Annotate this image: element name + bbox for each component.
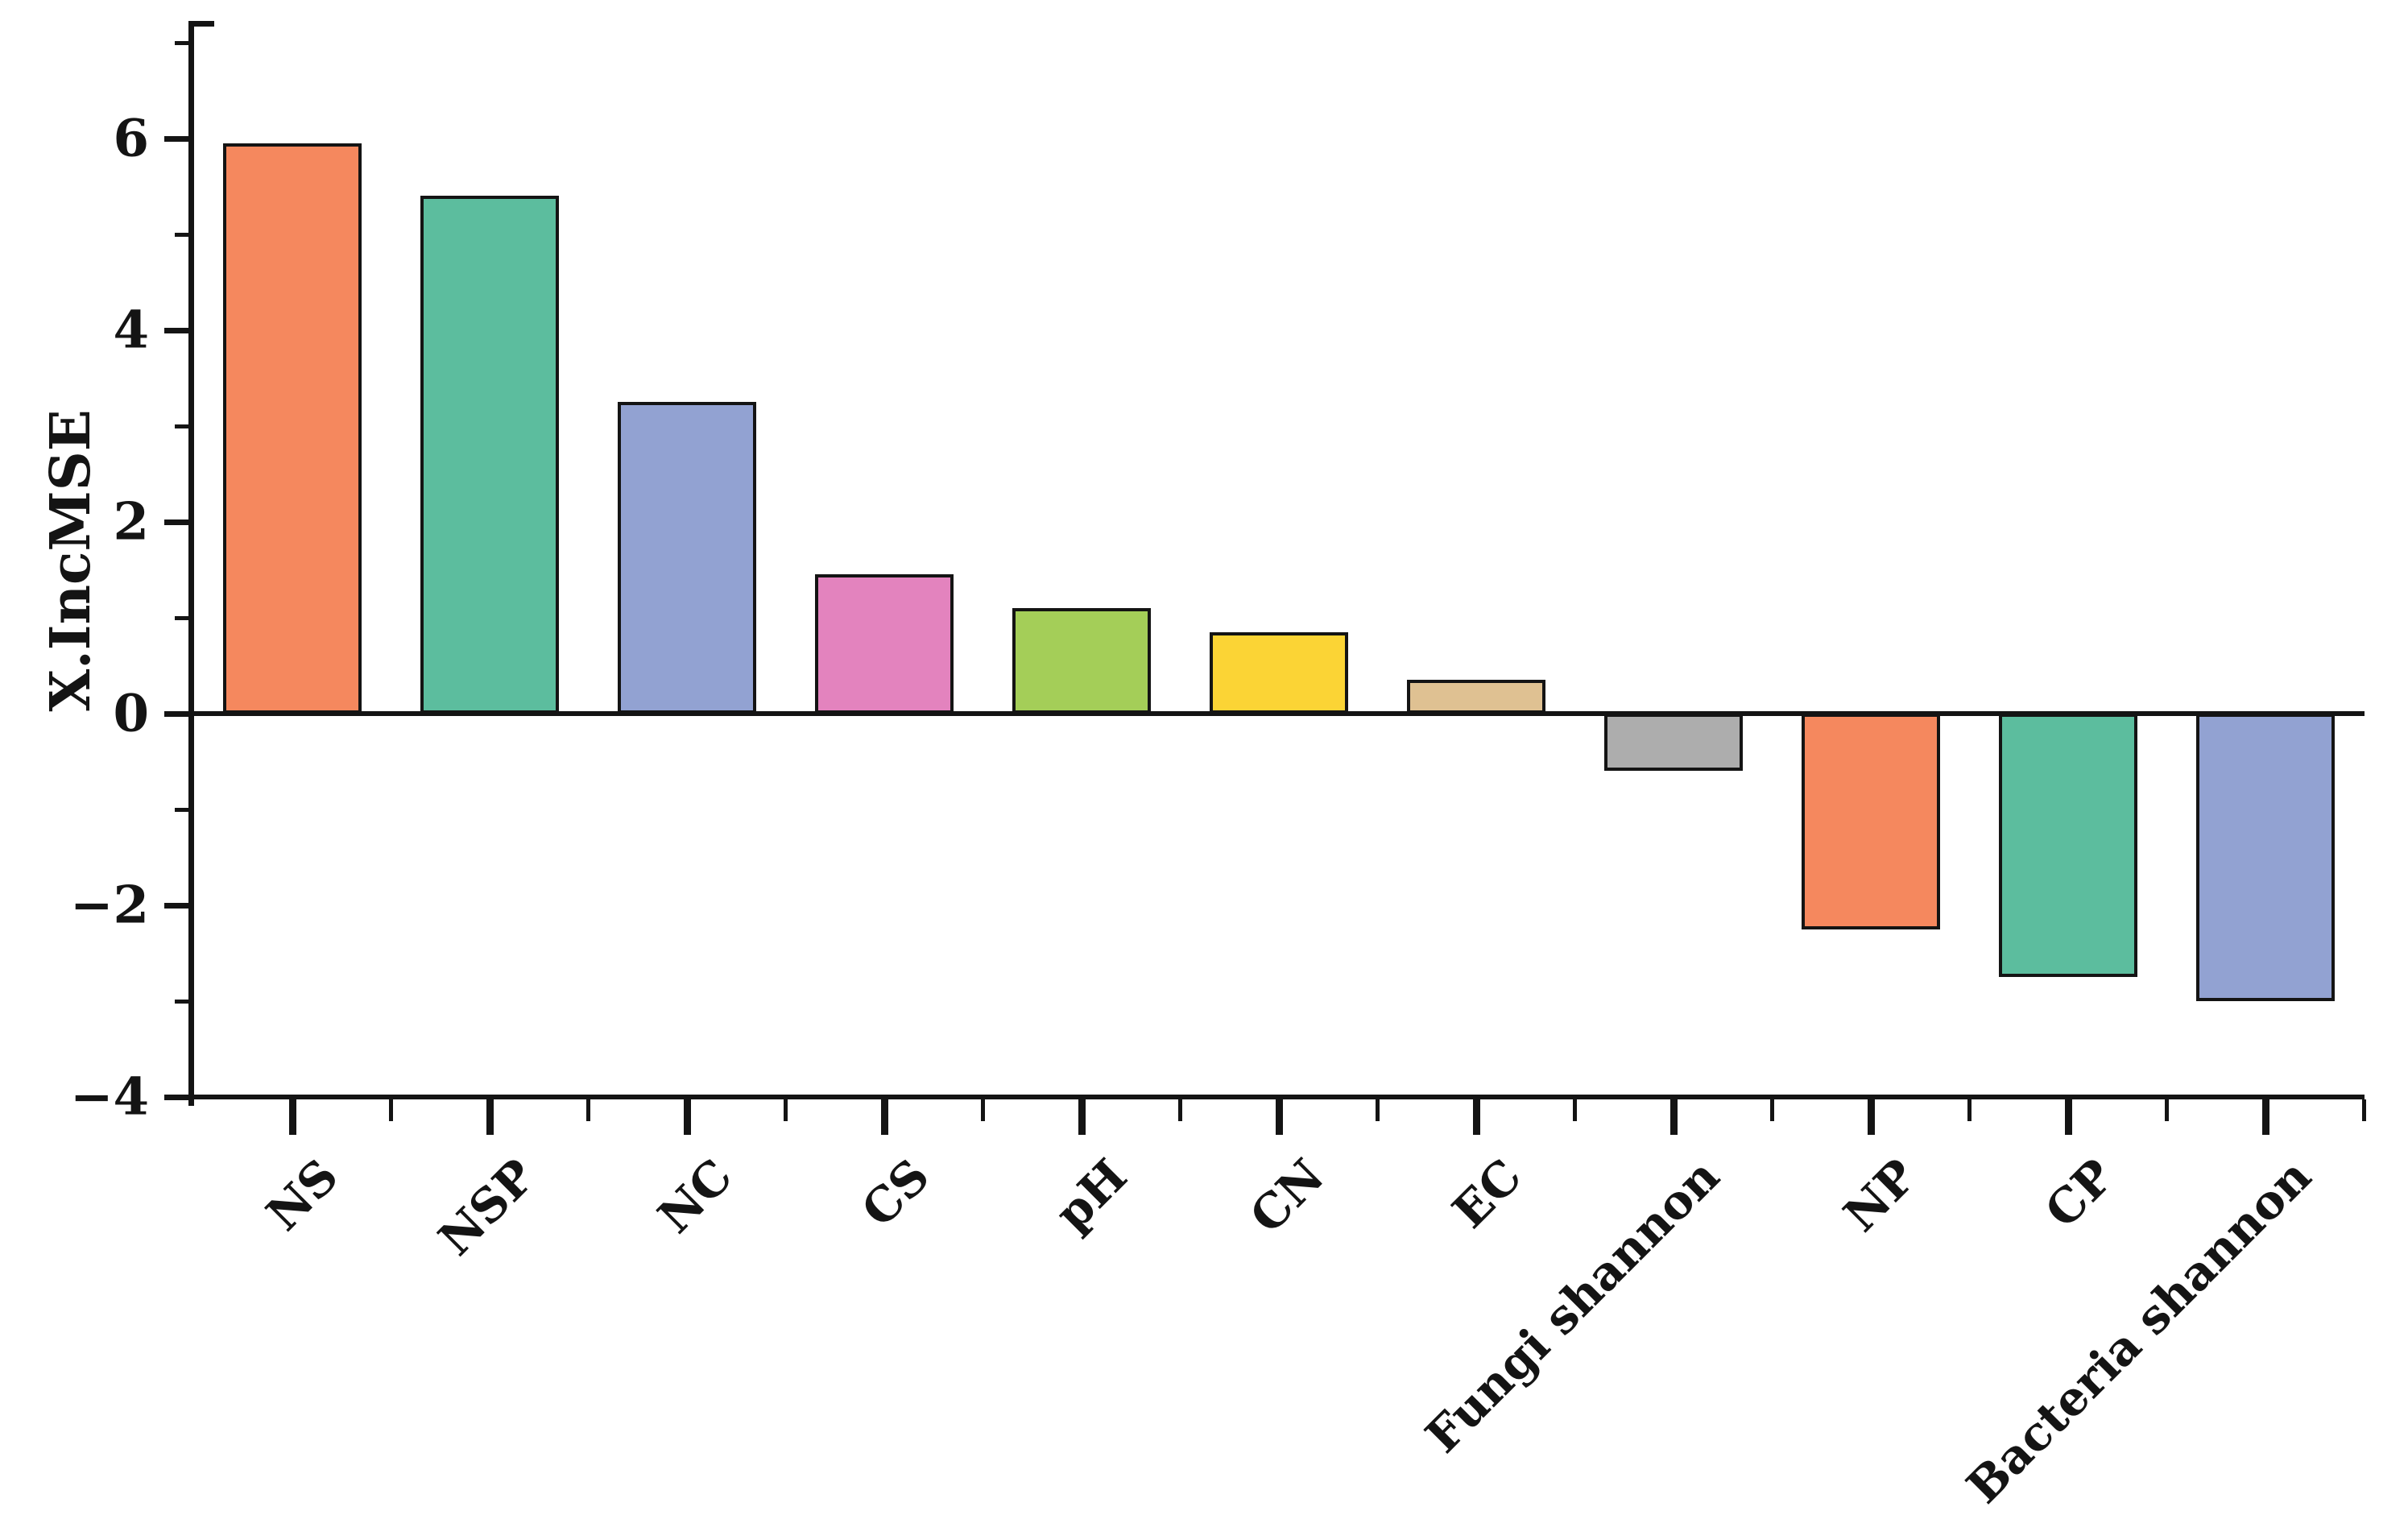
y-tick-label: 6 bbox=[113, 108, 149, 169]
bar-fungi-shannon bbox=[1603, 713, 1743, 772]
x-major-tick bbox=[486, 1099, 494, 1135]
x-tick-label-np: NP bbox=[1833, 1149, 1927, 1243]
x-minor-tick bbox=[2165, 1099, 2169, 1121]
y-axis-line bbox=[188, 21, 194, 1106]
y-tick-label: −2 bbox=[69, 875, 149, 936]
bar-cp bbox=[1998, 713, 2137, 978]
x-major-tick bbox=[1669, 1099, 1678, 1135]
x-minor-tick bbox=[1573, 1099, 1577, 1121]
x-axis-line bbox=[188, 1095, 2365, 1099]
y-major-tick bbox=[164, 327, 188, 333]
y-major-tick bbox=[164, 519, 188, 525]
x-major-tick bbox=[1078, 1099, 1086, 1135]
y-axis-top-cap bbox=[193, 21, 214, 27]
x-minor-tick bbox=[784, 1099, 788, 1121]
y-tick-label: 2 bbox=[113, 491, 149, 553]
x-minor-tick bbox=[1376, 1099, 1380, 1121]
x-minor-tick bbox=[586, 1099, 590, 1121]
x-tick-label-cn: CN bbox=[1239, 1149, 1335, 1244]
y-minor-tick bbox=[175, 232, 188, 237]
y-major-tick bbox=[164, 902, 188, 909]
bar-nsp bbox=[420, 196, 559, 714]
bar-ph bbox=[1012, 608, 1151, 714]
x-major-tick bbox=[2064, 1099, 2072, 1135]
bar-ec bbox=[1406, 680, 1545, 714]
x-major-tick bbox=[880, 1099, 888, 1135]
x-tick-label-ph: pH bbox=[1045, 1149, 1138, 1242]
bar-np bbox=[1801, 713, 1940, 929]
y-axis-title: X.IncMSE bbox=[39, 408, 103, 712]
x-minor-tick bbox=[1178, 1099, 1182, 1121]
x-minor-tick bbox=[389, 1099, 393, 1121]
x-major-tick bbox=[2261, 1099, 2269, 1135]
x-tick-label-cs: CS bbox=[851, 1149, 941, 1238]
x-minor-tick bbox=[981, 1099, 985, 1121]
y-major-tick bbox=[164, 135, 188, 142]
x-major-tick bbox=[683, 1099, 691, 1135]
bar-cs bbox=[814, 574, 954, 714]
x-tick-label-nc: NC bbox=[648, 1149, 743, 1244]
y-minor-tick bbox=[175, 424, 188, 428]
y-major-tick bbox=[164, 1095, 188, 1100]
x-minor-tick bbox=[1770, 1099, 1774, 1121]
y-minor-tick bbox=[175, 615, 188, 620]
y-tick-label: 0 bbox=[113, 683, 149, 744]
y-major-tick bbox=[164, 710, 188, 717]
bar-bacteria-shannon bbox=[2195, 713, 2335, 1001]
x-minor-tick bbox=[2362, 1099, 2366, 1121]
y-minor-tick bbox=[175, 40, 188, 45]
bar-ns bbox=[222, 143, 362, 714]
zero-baseline bbox=[188, 710, 2365, 716]
x-tick-label-nsp: NSP bbox=[428, 1149, 546, 1267]
x-tick-label-bacteria-shannon: Bacteria shannon bbox=[1955, 1149, 2322, 1514]
bar-nc bbox=[617, 402, 756, 714]
y-minor-tick bbox=[175, 999, 188, 1004]
y-minor-tick bbox=[175, 807, 188, 812]
bar-cn bbox=[1209, 631, 1348, 714]
y-tick-label: 4 bbox=[113, 300, 149, 361]
x-tick-label-cp: CP bbox=[2034, 1149, 2125, 1239]
x-minor-tick bbox=[1967, 1099, 1971, 1121]
x-tick-label-ns: NS bbox=[255, 1149, 349, 1242]
x-major-tick bbox=[288, 1099, 296, 1135]
x-tick-label-ec: EC bbox=[1442, 1149, 1533, 1239]
x-major-tick bbox=[1472, 1099, 1480, 1135]
x-major-tick bbox=[1867, 1099, 1875, 1135]
y-tick-label: −4 bbox=[69, 1066, 149, 1128]
x-major-tick bbox=[1275, 1099, 1283, 1135]
